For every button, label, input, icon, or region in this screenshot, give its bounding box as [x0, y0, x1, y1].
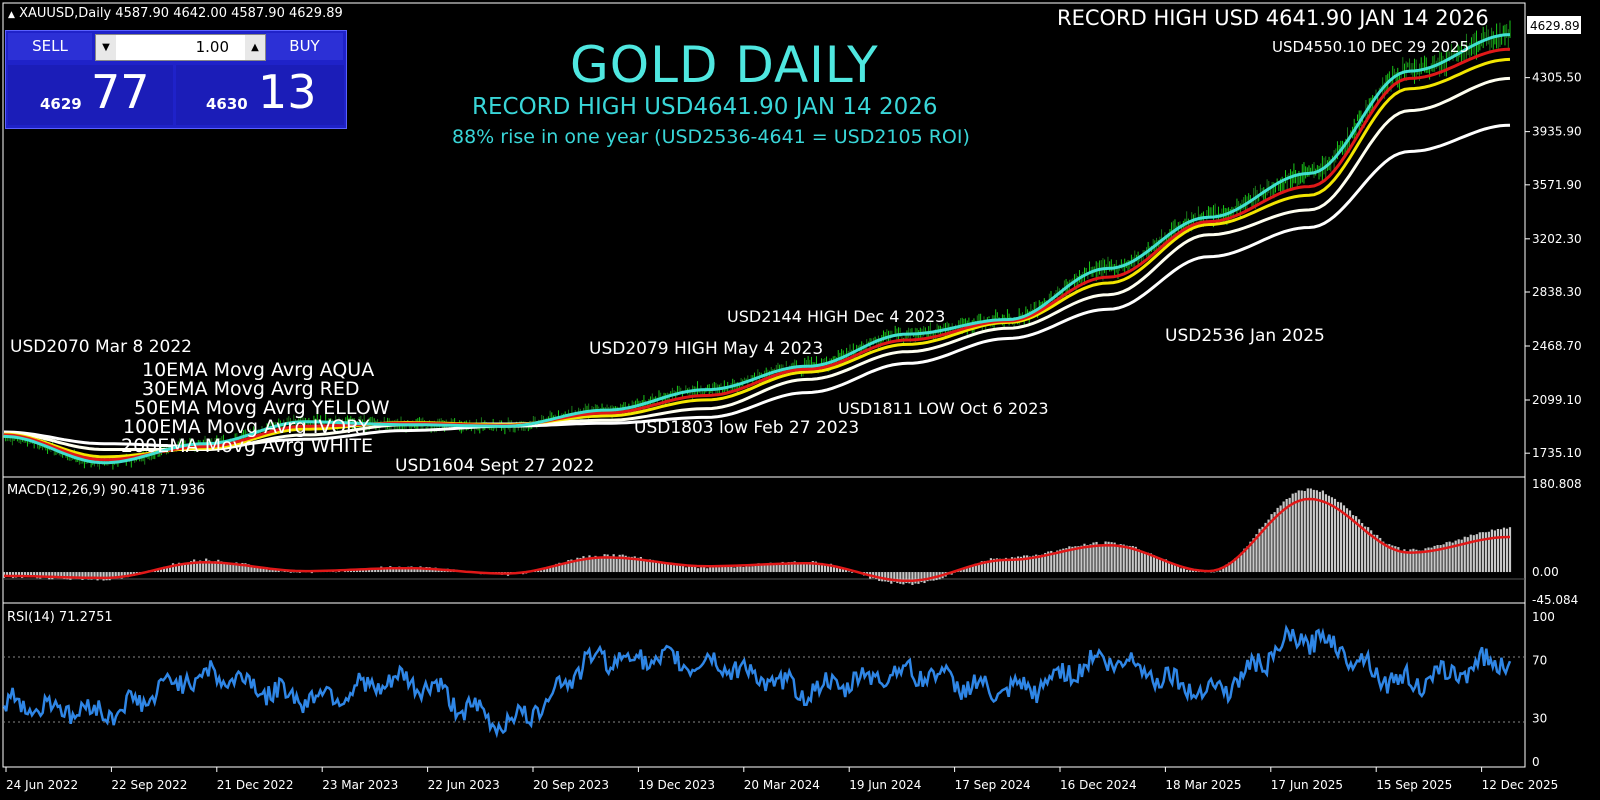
dec29-label: USD4550.10 DEC 29 2025: [1272, 38, 1470, 56]
annotation-oct2023: USD1811 LOW Oct 6 2023: [838, 399, 1049, 418]
quantity-value[interactable]: 1.00: [195, 38, 229, 56]
annotation-may2023: USD2079 HIGH May 4 2023: [589, 339, 824, 359]
legend-ema30: 30EMA Movg Avrg RED: [142, 378, 360, 400]
current-price-marker: 4629.89: [1527, 16, 1581, 34]
time-tick-label: 22 Jun 2023: [428, 778, 500, 792]
price-tick-label: 3571.90: [1532, 178, 1582, 192]
time-tick-label: 22 Sep 2022: [111, 778, 187, 792]
record-high-label: RECORD HIGH USD 4641.90 JAN 14 2026: [1057, 6, 1489, 30]
rsi-plot: [2, 624, 1512, 739]
legend-ema50: 50EMA Movg Avrg YELLOW: [134, 397, 390, 419]
price-axis: 4305.50 3935.90 3571.90 3202.30 2838.30 2468.…: [1525, 71, 1582, 769]
ema50-line: [3, 57, 1511, 459]
macd-plot: [2, 488, 1512, 585]
chart-subtitle-roi: 88% rise in one year (USD2536-4641 = USD…: [452, 126, 970, 148]
sell-price-big: 77: [91, 65, 150, 119]
legend-ema200: 200EMA Movg Avrg WHITE: [121, 435, 374, 457]
time-tick-label: 18 Mar 2025: [1165, 778, 1241, 792]
time-tick-label: 17 Jun 2025: [1271, 778, 1343, 792]
annotation-jan2025: USD2536 Jan 2025: [1165, 326, 1325, 346]
quantity-stepper[interactable]: ▼ 1.00 ▲: [95, 34, 266, 61]
price-tick-label: 2838.30: [1532, 285, 1582, 299]
sell-price-small: 4629: [40, 95, 82, 113]
chevron-down-icon[interactable]: ▼: [96, 35, 116, 60]
sell-button[interactable]: SELL: [8, 33, 92, 60]
annotation-dec2023: USD2144 HIGH Dec 4 2023: [727, 307, 946, 326]
ema100-line: [3, 76, 1511, 451]
time-tick-label: 20 Mar 2024: [744, 778, 820, 792]
rsi-line: [2, 624, 1512, 739]
time-tick-label: 21 Dec 2022: [217, 778, 294, 792]
chart-subtitle-record: RECORD HIGH USD4641.90 JAN 14 2026: [472, 94, 938, 120]
buy-price-box[interactable]: 4630 13: [176, 65, 344, 125]
sell-price-box[interactable]: 4629 77: [8, 65, 173, 125]
legend-ema100: 100EMA Movg Avrg IVORY: [123, 416, 370, 438]
time-tick-label: 16 Dec 2024: [1060, 778, 1137, 792]
macd-label: MACD(12,26,9) 90.418 71.936: [7, 483, 205, 498]
macd-axis-label: 0.00: [1532, 565, 1559, 579]
price-tick-label: 2099.10: [1532, 393, 1582, 407]
macd-signal-line: [3, 497, 1511, 583]
macd-axis-label: 180.808: [1532, 477, 1582, 491]
chevron-up-icon[interactable]: ▲: [245, 35, 265, 60]
ema10-line: [3, 33, 1511, 465]
chart-title: GOLD DAILY: [570, 36, 879, 94]
symbol-line: XAUUSD,Daily 4587.90 4642.00 4587.90 462…: [19, 6, 343, 21]
ema-lines: [3, 33, 1511, 465]
time-tick-label: 15 Sep 2025: [1376, 778, 1452, 792]
time-axis: 24 Jun 2022 22 Sep 2022 21 Dec 2022 23 Mar …: [5, 767, 1559, 792]
ema-legend: 10EMA Movg Avrg AQUA 30EMA Movg Avrg RED…: [120, 361, 390, 456]
rsi-axis-label: 100: [1532, 610, 1555, 624]
price-tick-label: 3935.90: [1532, 125, 1582, 139]
symbol-header: ▲ XAUUSD,Daily 4587.90 4642.00 4587.90 4…: [8, 6, 343, 21]
rsi-axis-label: 70: [1532, 654, 1547, 668]
price-tick-label: 2468.70: [1532, 339, 1582, 353]
time-tick-label: 19 Jun 2024: [849, 778, 921, 792]
buy-price-big: 13: [258, 65, 317, 119]
time-tick-label: 19 Dec 2023: [638, 778, 715, 792]
price-tick-label: 3202.30: [1532, 232, 1582, 246]
legend-ema10: 10EMA Movg Avrg AQUA: [142, 359, 375, 381]
time-tick-label: 12 Dec 2025: [1482, 778, 1559, 792]
time-tick-label: 23 Mar 2023: [322, 778, 398, 792]
price-tick-label: 4305.50: [1532, 71, 1582, 85]
price-tick-label: 1735.10: [1532, 446, 1582, 460]
one-click-trade-panel: SELL ▼ 1.00 ▲ BUY 4629 77 4630 13: [5, 30, 347, 129]
buy-price-small: 4630: [206, 95, 248, 113]
ema30-line: [3, 47, 1511, 462]
rsi-axis-label: 0: [1532, 755, 1540, 769]
time-tick-label: 17 Sep 2024: [955, 778, 1031, 792]
annotation-feb2023: USD1803 low Feb 27 2023: [634, 418, 860, 438]
annotation-sep2022: USD1604 Sept 27 2022: [395, 456, 595, 476]
rsi-label: RSI(14) 71.2751: [7, 610, 113, 625]
time-tick-label: 24 Jun 2022: [6, 778, 78, 792]
buy-button[interactable]: BUY: [266, 33, 343, 60]
annotation-mar2022: USD2070 Mar 8 2022: [10, 337, 192, 357]
current-price-label: 4629.89: [1530, 19, 1580, 33]
triangle-icon: ▲: [8, 10, 15, 20]
rsi-axis-label: 30: [1532, 712, 1547, 726]
macd-axis-label: -45.084: [1532, 593, 1578, 607]
time-tick-label: 20 Sep 2023: [533, 778, 609, 792]
